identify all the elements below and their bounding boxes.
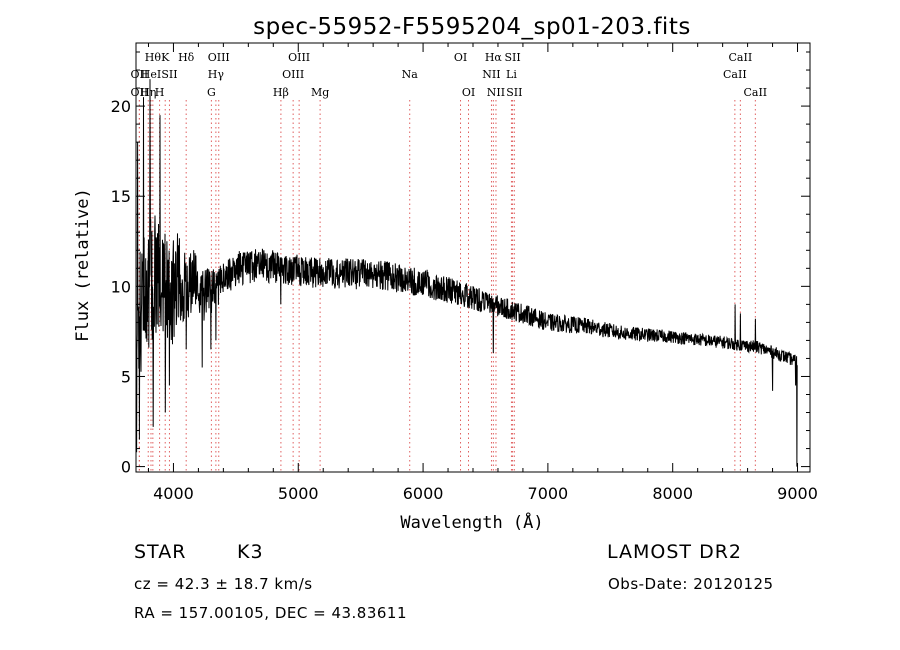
spectrum-line [135, 79, 798, 467]
x-tick-label: 9000 [777, 484, 818, 503]
line-marker-label: OI [454, 51, 467, 64]
line-marker-label: NII [487, 86, 505, 99]
line-marker-label: Mg [311, 86, 329, 99]
line-marker-label: OI [462, 86, 475, 99]
survey-label: LAMOST DR2 [607, 541, 742, 563]
y-tick-label: 20 [111, 97, 131, 116]
line-marker-label: OII [131, 86, 149, 99]
line-marker-label: OIII [208, 51, 230, 64]
line-marker-label: HeI [141, 68, 161, 81]
line-marker-label: Hθ [145, 51, 162, 64]
chart-title: spec-55952-F5595204_sp01-203.fits [253, 14, 691, 40]
x-axis-label: Wavelength (Å) [400, 511, 543, 533]
redshift-line: cz = 42.3 ± 18.7 km/s [134, 575, 313, 593]
y-tick-label: 10 [111, 277, 131, 296]
line-marker-label: CaII [743, 86, 767, 99]
x-tick-label: 6000 [403, 484, 444, 503]
object-class: STAR [134, 541, 187, 563]
line-marker-label: Hγ [208, 68, 225, 81]
x-tick-label: 7000 [528, 484, 569, 503]
line-marker-label: K [161, 51, 170, 64]
line-marker-label: G [207, 86, 216, 99]
line-marker-label: Na [402, 68, 419, 81]
line-marker-label: Hδ [178, 51, 195, 64]
x-tick-label: 8000 [652, 484, 693, 503]
y-tick-label: 15 [111, 187, 131, 206]
line-marker-label: NII [482, 68, 500, 81]
obs-date: Obs-Date: 20120125 [608, 575, 774, 593]
line-marker-label: Hβ [273, 86, 289, 99]
line-marker-label: SII [506, 86, 522, 99]
y-axis-label: Flux (relative) [73, 188, 93, 342]
y-tick-label: 5 [121, 367, 131, 386]
line-marker-label: SII [161, 68, 177, 81]
line-marker-label: H [155, 86, 165, 99]
coordinates: RA = 157.00105, DEC = 43.83611 [134, 604, 408, 622]
line-marker-label: Li [506, 68, 517, 81]
line-marker-label: SII [504, 51, 520, 64]
line-marker-label: Hα [485, 51, 503, 64]
line-marker-label: OIII [282, 68, 304, 81]
y-tick-label: 0 [121, 458, 131, 477]
line-marker-label: OII [131, 68, 149, 81]
line-marker-label: OIII [288, 51, 310, 64]
x-tick-label: 4000 [153, 484, 194, 503]
plot-frame [135, 42, 811, 473]
line-marker-label: CaII [723, 68, 747, 81]
x-tick-label: 5000 [278, 484, 319, 503]
line-marker-label: CaII [729, 51, 753, 64]
line-marker-label: Hη [140, 86, 156, 99]
object-subclass: K3 [237, 541, 264, 563]
